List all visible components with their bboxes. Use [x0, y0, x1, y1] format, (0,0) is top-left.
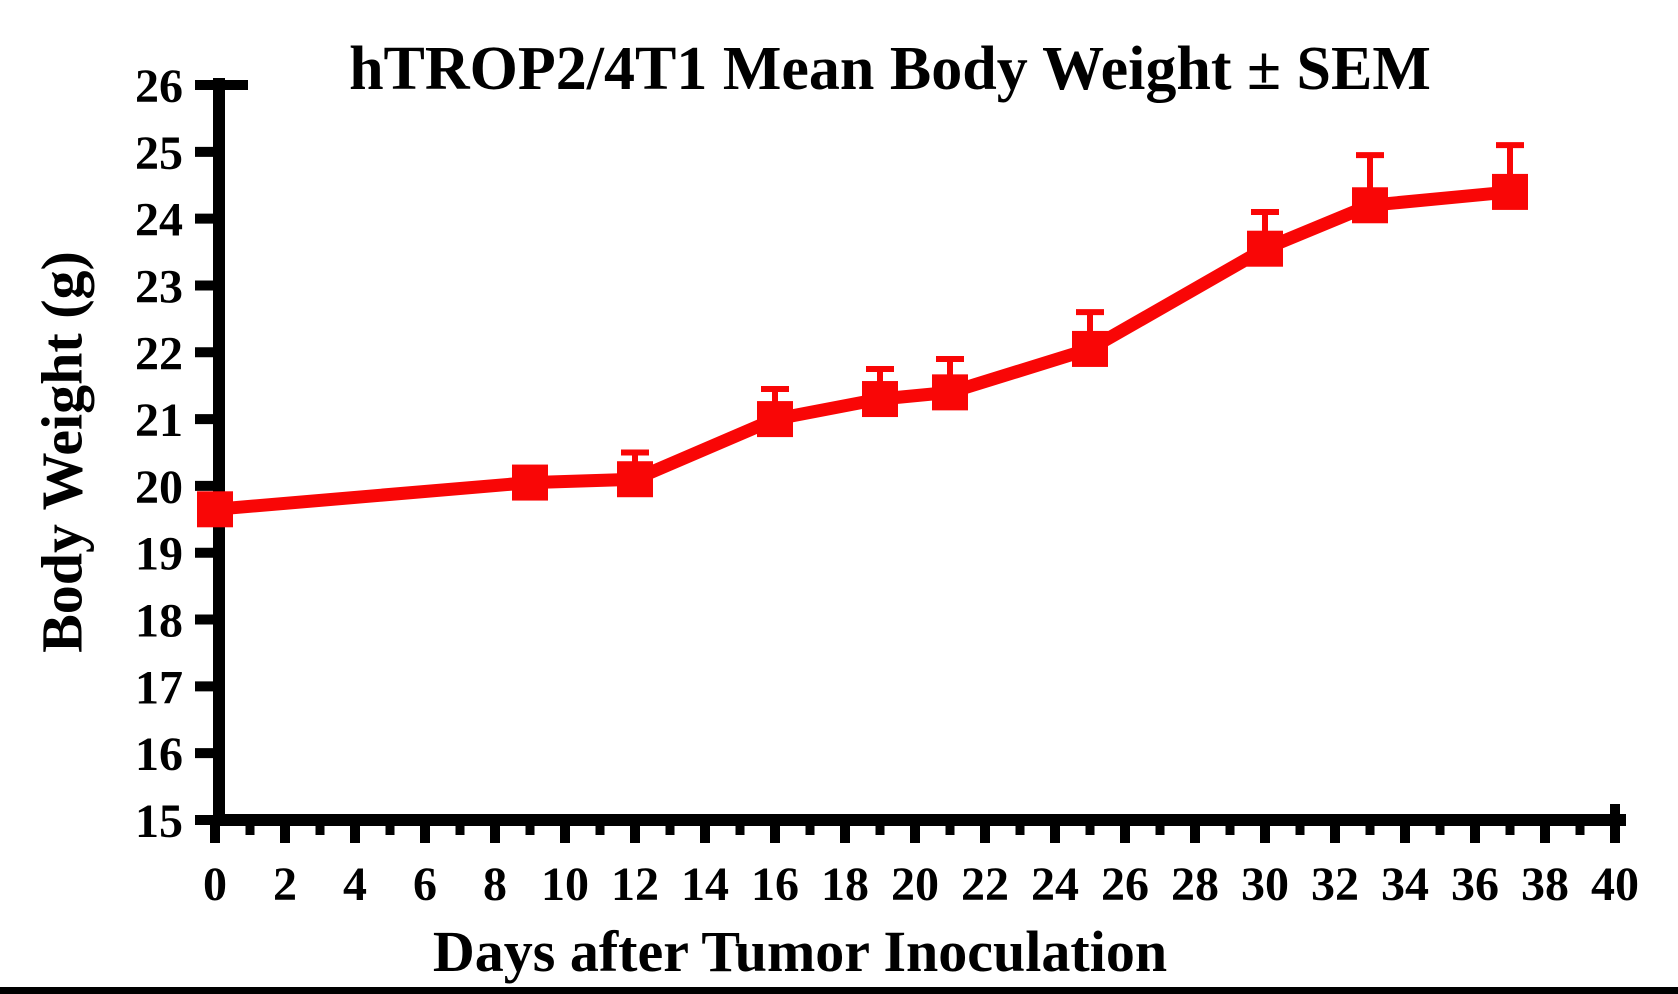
- x-tick-label: 10: [541, 858, 589, 911]
- x-tick-label: 0: [203, 858, 227, 911]
- x-tick-label: 12: [611, 858, 659, 911]
- y-tick-label: 24: [135, 194, 183, 247]
- x-tick-label: 14: [681, 858, 729, 911]
- x-tick-label: 28: [1171, 858, 1219, 911]
- x-tick-label: 22: [961, 858, 1009, 911]
- data-point-marker: [1072, 330, 1108, 367]
- bottom-divider-bar: [0, 987, 1678, 994]
- data-point-marker: [862, 381, 898, 418]
- x-tick-label: 32: [1311, 858, 1359, 911]
- data-point-marker: [617, 461, 653, 498]
- x-tick-label: 30: [1241, 858, 1289, 911]
- y-tick-label: 21: [135, 394, 183, 447]
- chart-title: hTROP2/4T1 Mean Body Weight ± SEM: [349, 35, 1431, 103]
- y-tick-label: 15: [135, 795, 183, 848]
- x-tick-label: 6: [413, 858, 437, 911]
- y-tick-label: 17: [135, 661, 183, 714]
- x-tick-label: 20: [891, 858, 939, 911]
- y-tick-label: 26: [135, 60, 183, 113]
- y-tick-label: 18: [135, 595, 183, 648]
- data-point-marker: [757, 401, 793, 438]
- data-point-marker: [1247, 230, 1283, 267]
- x-tick-label: 18: [821, 858, 869, 911]
- x-tick-label: 26: [1101, 858, 1149, 911]
- x-tick-label: 36: [1451, 858, 1499, 911]
- series-line: [214, 185, 1511, 516]
- data-point-marker: [512, 464, 548, 501]
- data-point-marker: [932, 374, 968, 411]
- x-tick-label: 40: [1591, 858, 1639, 911]
- y-tick-label: 20: [135, 461, 183, 514]
- y-tick-label: 23: [135, 260, 183, 313]
- data-point-marker: [197, 491, 233, 528]
- x-tick-label: 34: [1381, 858, 1429, 911]
- y-tick-label: 25: [135, 127, 183, 180]
- x-tick-label: 2: [273, 858, 297, 911]
- x-tick-label: 24: [1031, 858, 1079, 911]
- y-tick-label: 19: [135, 528, 183, 581]
- data-point-marker: [1492, 173, 1528, 210]
- x-tick-label: 38: [1521, 858, 1569, 911]
- y-tick-label: 16: [135, 728, 183, 781]
- x-tick-label: 16: [751, 858, 799, 911]
- x-tick-label: 8: [483, 858, 507, 911]
- y-tick-label: 22: [135, 327, 183, 380]
- x-axis-title: Days after Tumor Inoculation: [432, 919, 1168, 984]
- data-point-marker: [1352, 187, 1388, 224]
- x-tick-label: 4: [343, 858, 367, 911]
